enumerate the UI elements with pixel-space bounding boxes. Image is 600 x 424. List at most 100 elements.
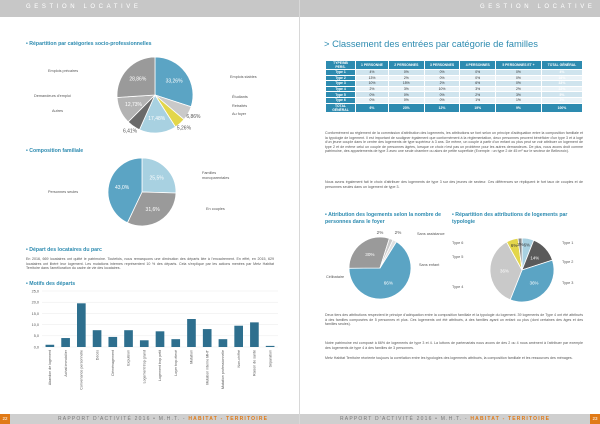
bar-9 [187,319,196,347]
table-total-cell: 12% [423,102,461,113]
right-header-text: GESTION LOCATIVE [480,4,596,10]
table-row: Type 2 13% 2% 0% 0% 0% 16% [325,74,584,82]
bar-12 [234,325,243,347]
socio-pie-chart: 33,26% 6,86% 5,26% 17,48% 6,41% 12,73% 28,86% E… [34,56,257,135]
table-row: Type 5 0% 0% 0% 2% 3% 5% [325,91,584,98]
bar-3 [92,330,102,347]
fam-slice-2 [107,157,143,224]
fam-label-0a: Familles [202,171,216,175]
persons-title: Attribution des logements selon la nombr… [325,212,450,226]
socio-value-5: 12,73% [125,102,143,108]
table-total-cell: 100% [540,102,584,113]
table-row: Type 1 4% 0% 0% 0% 0% 4% [325,69,584,76]
left-page: GESTION LOCATIVE Répartition par catégor… [0,0,300,424]
bar-category-5: Expulsion [127,350,131,366]
left-header-text: GESTION LOCATIVE [26,4,142,10]
left-footer-prefix: RAPPORT D'ACTIVITÉ 2016 • [58,416,159,422]
bar-category-6: Logement trop grand [142,350,146,383]
typo-value-5: 2% [517,242,523,247]
pers-slice-3 [379,239,397,269]
bar-category-1: Achat immobilier [64,349,68,376]
table-cell: 22% [540,85,584,93]
right-page-number: 23 [590,414,600,424]
bar-5 [124,330,133,347]
depart-title: Départ des locataires du parc [26,247,102,253]
fam-value-0: 25,5% [150,175,165,181]
pers-value-0: 66% [384,280,393,285]
socio-label-3: Au foyer [232,112,247,116]
socio-slice-0 [154,56,194,108]
classement-title: > Classement des entrées par catégorie d… [324,38,538,49]
right-paragraph-3: Deux tiers des attributions respectent l… [325,313,583,326]
socio-title: Répartition par catégories socio-profess… [26,41,151,47]
table-header-cell-2: 2 PERSONNES [387,60,425,70]
socio-value-1: 6,86% [186,114,201,120]
right-header-band: GESTION LOCATIVE [300,0,600,17]
table-cell: 4% [355,69,389,76]
bar-category-3: Décès [95,350,99,360]
motifs-title: Motifs des départs [26,281,75,287]
socio-label-0: Emplois stables [230,75,257,79]
left-footer-band: RAPPORT D'ACTIVITÉ 2016 • M.H.T. - HABIT… [0,414,299,424]
table-row: Type 4 2% 3% 10% 3% 2% 22% [325,85,584,93]
socio-value-0: 33,26% [166,79,184,85]
socio-value-4: 6,41% [123,129,138,135]
bar-0 [45,344,55,347]
bar-14 [265,345,275,347]
bar-category-12: Non-chiffré [237,350,241,368]
classement-table: TYPE/NB PERS. 1 PERSONNE 2 PERSONNES 3 PERS… [325,60,584,113]
typo-label-1: Type 2 [562,260,573,264]
table-cell: Type 5 [325,91,356,98]
table-cell: 16% [540,74,584,82]
bar-ytick-1: 20,0 [32,301,39,305]
table-cell: 13% [355,74,389,82]
socio-label-4: Autres [52,109,63,113]
typo-label-3: Type 4 [452,285,463,289]
left-footer-org: M.H.T. - [158,416,189,422]
typo-slice-5 [517,237,523,271]
right-paragraph-2: Nous avons également fait le choix d'att… [325,180,583,189]
pers-value-1: 30% [365,252,374,257]
table-header-cell-3: 3 PERSONNES [423,60,461,70]
right-page: GESTION LOCATIVE > Classement des entrée… [300,0,600,424]
typo-value-0: 6% [524,242,530,247]
typo-label-4: Type 5 [452,255,463,259]
bar-category-9: Mutation [190,350,194,364]
fam-value-2: 43,0% [115,185,130,191]
table-total-row: TOTAL GÉNÉRAL 6% 23% 12% 19% 9% 100% [325,102,584,113]
socio-value-2: 5,26% [177,126,192,132]
bar-category-11: Mutation professionnelle [221,350,225,389]
typo-label-5: Type 6 [452,241,463,245]
pers-value-2: 2% [395,230,402,235]
socio-label-6: Emplois précaires [48,69,78,73]
bar-10 [202,329,212,347]
typo-value-4: 6% [511,243,517,248]
socio-slice-6 [116,56,156,98]
table-cell: Type 4 [325,85,356,93]
typo-slice-2 [509,259,555,303]
typo-label-0: Type 1 [562,241,573,245]
socio-value-6: 28,86% [129,76,147,82]
right-footer-prefix: RAPPORT D'ACTIVITÉ 2016 • [340,416,441,422]
table-header-cell-6: TOTAL GÉNÉRAL [540,60,584,70]
bar-category-10: Mutation interne MHT [205,349,209,384]
bar-ytick-0: 25,0 [32,289,39,293]
fam-slice-1 [126,191,177,227]
socio-value-3: 17,48% [148,116,166,122]
table-cell: 0% [355,91,389,98]
bar-7 [155,331,165,347]
left-footer-text: RAPPORT D'ACTIVITÉ 2016 • M.H.T. - HABIT… [58,416,268,422]
bar-category-7: Logement trop petit [158,350,162,381]
table-cell: Type 1 [325,69,356,76]
bar-ytick-4: 5,0 [34,334,39,338]
right-footer-brand: HABITAT - TERRITOIRE [470,416,551,422]
right-footer-band: RAPPORT D'ACTIVITÉ 2016 • M.H.T. - HABIT… [300,414,600,424]
table-header-row: TYPE/NB PERS. 1 PERSONNE 2 PERSONNES 3 PERS… [325,60,584,70]
fam-label-2: Personnes seules [48,190,78,194]
table-header-cell-0: TYPE/NB PERS. [325,60,356,70]
bar-ytick-2: 15,0 [32,312,39,316]
depart-paragraph: En 2016, 669 locataires ont quitté le pa… [26,257,274,270]
persons-pie-chart: 66% 30% 2% 2% Célibataire Sans assistance Sans… [326,230,445,300]
fam-label-0b: monoparentales [202,176,229,180]
typologie-pie-chart: 6% 14% 36% 36% 6% 2% Type 1 Type 2 Type 3 Type 4 T… [452,237,573,303]
